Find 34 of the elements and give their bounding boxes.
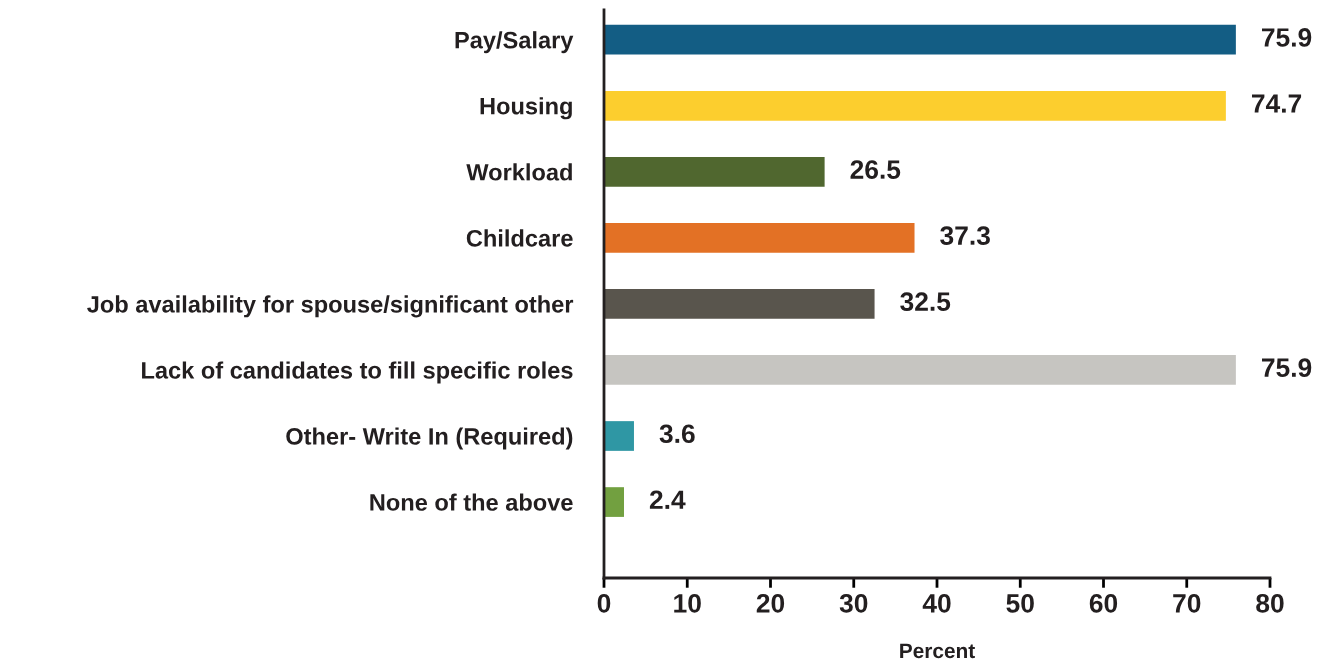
x-axis-title: Percent (900, 643, 975, 659)
x-tick-label: 0 (597, 593, 611, 613)
bar (604, 487, 624, 517)
x-tick-label: 30 (839, 593, 868, 613)
y-tick-label: None of the above (370, 493, 573, 511)
data-label: 75.9 (1262, 28, 1312, 47)
data-label: 26.5 (850, 160, 901, 179)
bar (604, 289, 875, 319)
y-tick-label: Workload (466, 163, 572, 181)
data-label: 2.4 (649, 490, 686, 509)
x-tick-label: 80 (1256, 593, 1284, 613)
bar (604, 355, 1236, 385)
data-label: 75.9 (1262, 358, 1312, 378)
data-label: 32.5 (900, 292, 951, 312)
y-tick-label: Lack of candidates to fill specific roles (142, 361, 573, 384)
x-tick-label: 40 (922, 593, 951, 613)
bar (604, 156, 825, 187)
y-tick-label: Other- Write In (Required) (286, 427, 573, 450)
bar (604, 421, 634, 451)
x-tick-label: 20 (756, 593, 785, 613)
y-tick-label: Childcare (466, 229, 573, 247)
y-tick-label: Pay/Salary (455, 31, 574, 54)
data-label: 37.3 (940, 226, 990, 245)
bar (604, 24, 1236, 55)
x-tick-label: 10 (674, 593, 701, 613)
bar (604, 223, 915, 253)
data-label: 3.6 (659, 424, 695, 444)
y-tick-label: Housing (480, 97, 572, 120)
x-tick-label: 50 (1006, 593, 1034, 613)
data-label: 74.7 (1252, 94, 1302, 113)
x-tick-label: 60 (1089, 593, 1118, 613)
bar (604, 90, 1226, 121)
y-tick-label: Job availability for spouse/significant other (87, 295, 574, 318)
x-tick-label: 70 (1173, 593, 1201, 613)
